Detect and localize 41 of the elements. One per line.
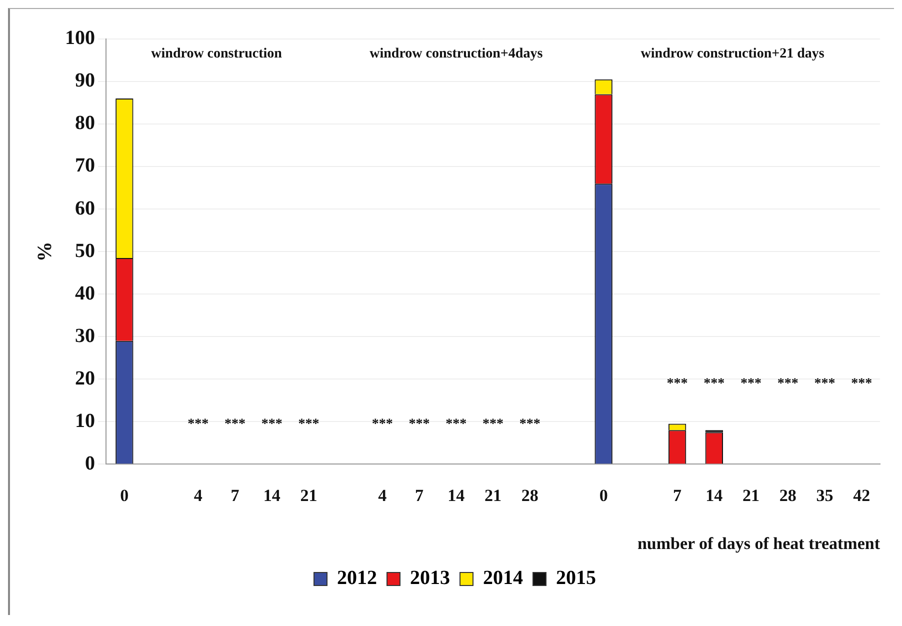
- x-tick-label: 21: [300, 486, 318, 505]
- x-tick-label: 35: [816, 486, 834, 505]
- x-tick-label: 28: [779, 486, 796, 505]
- y-tick-label: 100: [65, 27, 95, 50]
- y-tick-label: 20: [75, 367, 95, 390]
- x-axis-title: number of days of heat treatment: [637, 534, 880, 554]
- y-tick-label: 40: [75, 282, 95, 304]
- legend-label: 2012: [337, 567, 377, 590]
- x-tick-label: 42: [853, 486, 870, 505]
- y-tick-label: 70: [75, 154, 95, 177]
- text: *** ***: [261, 416, 320, 432]
- y-tick-label: 30: [75, 324, 95, 347]
- legend-label: 2015: [556, 567, 596, 590]
- legend-label: 2013: [410, 567, 450, 590]
- y-tick-label: 0: [85, 452, 95, 474]
- x-tick-label: 21: [742, 486, 760, 505]
- x-tick-label: 14: [263, 486, 281, 505]
- x-tick-label: 7: [415, 486, 424, 505]
- annotation: windrow construction: [151, 46, 282, 62]
- x-tick-label: 7: [673, 486, 682, 505]
- y-tick-label: 60: [75, 197, 95, 220]
- annotation: *** ***: [188, 416, 246, 432]
- x-tick-label: 4: [378, 486, 388, 505]
- text: *** *** *** *** ***: [372, 416, 540, 432]
- x-tick-label: 4: [194, 486, 203, 505]
- x-tick-label: 0: [599, 486, 608, 505]
- x-tick-label: 0: [120, 486, 129, 505]
- x-tick-label: 14: [448, 486, 466, 505]
- x-tick-label: 28: [521, 486, 538, 505]
- y-tick-label: 50: [75, 240, 95, 262]
- annotation: windrow construction+21 days: [640, 46, 825, 62]
- text: *** *** *** *** *** ***: [666, 376, 872, 392]
- y-tick-label: 80: [75, 112, 95, 134]
- x-tick-label: 7: [230, 486, 240, 505]
- y-tick-label: 10: [75, 410, 95, 432]
- annotation: windrow construction+4days: [370, 46, 544, 62]
- y-axis-title: %: [34, 242, 56, 262]
- x-tick-label: 21: [484, 486, 502, 505]
- legend-label: 2014: [483, 567, 523, 590]
- y-tick-label: 90: [75, 70, 95, 92]
- x-tick-label: 14: [706, 486, 724, 505]
